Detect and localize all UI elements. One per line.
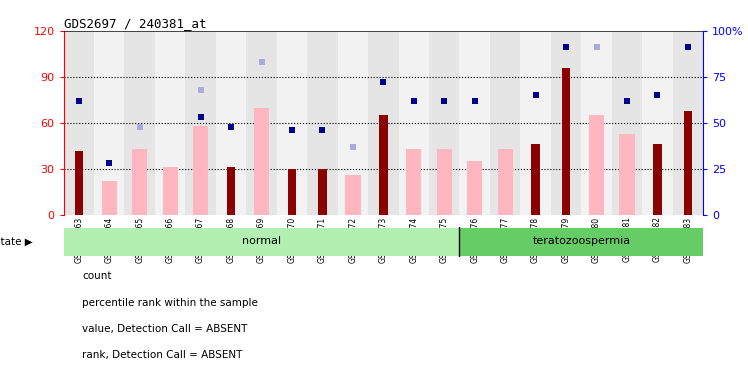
Bar [399,31,429,215]
Bar [459,228,703,256]
Bar [193,126,208,215]
Bar [75,151,83,215]
Bar [124,31,155,215]
Bar [132,149,147,215]
Bar [672,31,703,215]
Bar [406,149,421,215]
Bar [589,115,604,215]
Bar [684,111,692,215]
Bar [459,31,490,215]
Bar [277,31,307,215]
Bar [551,31,581,215]
Bar [643,31,672,215]
Bar [162,167,178,215]
Bar [437,149,452,215]
Text: GDS2697 / 240381_at: GDS2697 / 240381_at [64,17,206,30]
Text: normal: normal [242,236,281,246]
Bar [288,169,296,215]
Text: rank, Detection Call = ABSENT: rank, Detection Call = ABSENT [82,350,242,360]
Bar [307,31,337,215]
Bar [490,31,521,215]
Bar [64,228,459,256]
Bar [379,115,387,215]
Bar [186,31,216,215]
Bar [216,31,246,215]
Text: count: count [82,271,111,281]
Bar [227,167,236,215]
Bar [521,31,551,215]
Bar [346,175,361,215]
Bar [619,134,634,215]
Bar [368,31,399,215]
Bar [94,31,124,215]
Bar [318,169,327,215]
Text: value, Detection Call = ABSENT: value, Detection Call = ABSENT [82,324,248,334]
Text: disease state ▶: disease state ▶ [0,236,33,246]
Text: teratozoospermia: teratozoospermia [533,236,631,246]
Bar [497,149,513,215]
Bar [562,68,570,215]
Bar [102,181,117,215]
Bar [64,31,94,215]
Bar [581,31,612,215]
Bar [653,144,662,215]
Bar [246,31,277,215]
Bar [531,144,540,215]
Text: percentile rank within the sample: percentile rank within the sample [82,298,258,308]
Bar [429,31,459,215]
Bar [337,31,368,215]
Bar [155,31,186,215]
Bar [467,161,482,215]
Bar [254,108,269,215]
Bar [612,31,643,215]
